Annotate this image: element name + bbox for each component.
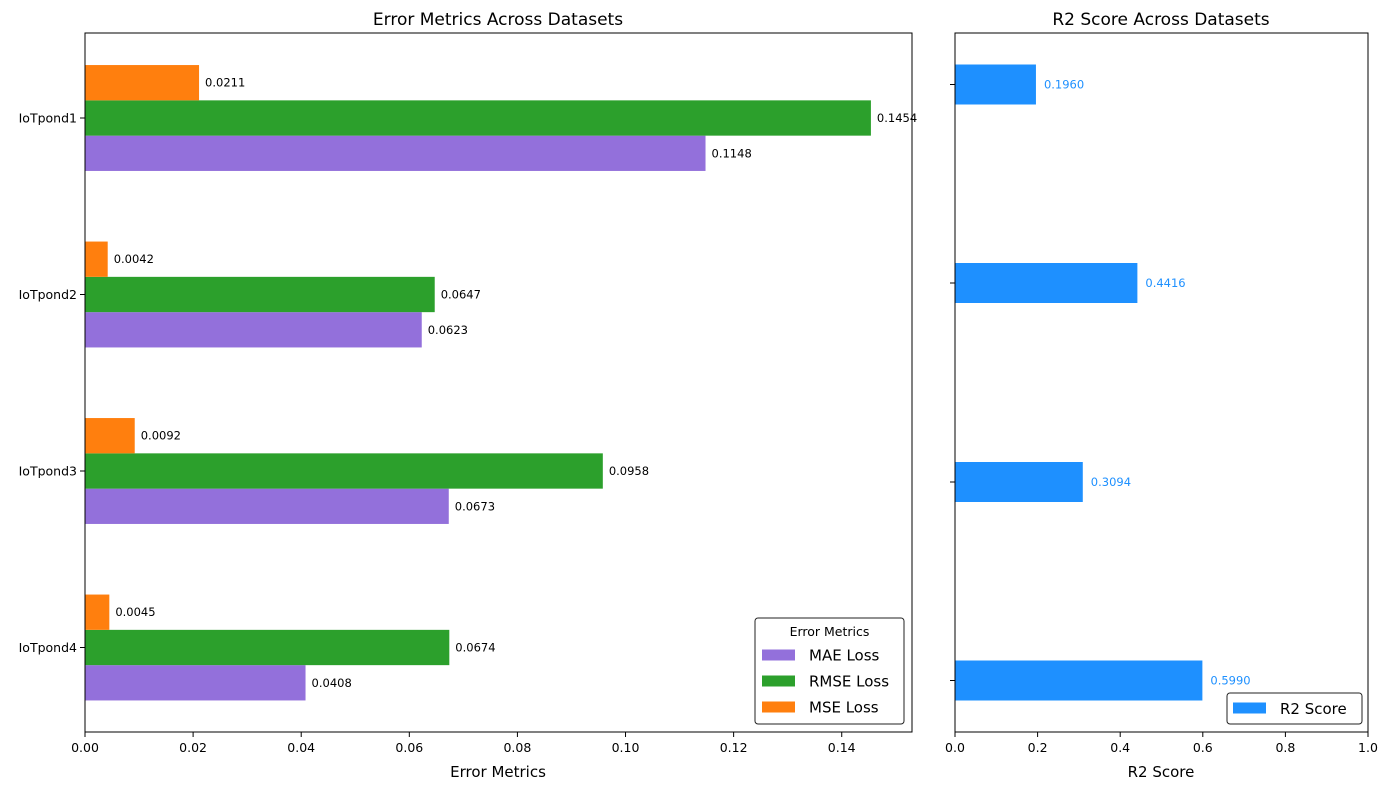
- bar-r2-score-iotpond4: [955, 660, 1203, 701]
- bar-mae-loss-iotpond2: [85, 312, 422, 348]
- bar-rmse-loss-iotpond4: [85, 629, 450, 666]
- legend-items: MAE Loss RMSE Loss MSE Loss: [762, 647, 889, 717]
- bar-mse-loss-iotpond2: [85, 241, 108, 277]
- error-metrics-data-labels: 0.1148 0.1454 0.0211 0.0623 0.0647 0.0042 0.06…: [114, 76, 917, 690]
- r2-score-x-axis-label: R2 Score: [1128, 763, 1195, 781]
- x-tick-label: 0.00: [71, 740, 99, 755]
- legend-label-rmse-loss: RMSE Loss: [809, 673, 889, 691]
- x-tick-label: 0.2: [1028, 740, 1048, 755]
- bar-rmse-loss-iotpond3: [85, 453, 603, 489]
- error-metrics-title: Error Metrics Across Datasets: [373, 10, 623, 30]
- data-label-mse-loss-iotpond1: 0.0211: [205, 76, 245, 90]
- data-label-mse-loss-iotpond2: 0.0042: [114, 252, 154, 266]
- bar-r2-score-iotpond2: [955, 263, 1138, 303]
- bar-mae-loss-iotpond1: [85, 135, 706, 171]
- r2-score-data-labels: 0.1960 0.4416 0.3094 0.5990: [1044, 78, 1251, 688]
- data-label-mse-loss-iotpond4: 0.0045: [115, 605, 155, 619]
- r2-score-bars: [955, 64, 1203, 701]
- data-label-rmse-loss-iotpond4: 0.0674: [455, 641, 495, 655]
- data-label-r2-score-iotpond1: 0.1960: [1044, 78, 1084, 92]
- error-metrics-x-axis-label: Error Metrics: [450, 763, 546, 781]
- legend-label-r2-score: R2 Score: [1280, 700, 1347, 718]
- data-label-mae-loss-iotpond3: 0.0673: [455, 499, 495, 513]
- data-label-mse-loss-iotpond3: 0.0092: [141, 429, 181, 443]
- bar-r2-score-iotpond1: [955, 64, 1036, 105]
- x-tick-label: 0.0: [945, 740, 965, 755]
- x-tick-label: 0.10: [612, 740, 640, 755]
- x-tick-label: 0.02: [179, 740, 207, 755]
- y-tick-label-iotpond4: IoTpond4: [19, 640, 77, 655]
- data-label-rmse-loss-iotpond3: 0.0958: [609, 464, 649, 478]
- legend-box: [754, 617, 905, 725]
- legend-swatch-rmse-loss: [762, 675, 795, 687]
- legend-label-mse-loss: MSE Loss: [809, 699, 879, 717]
- r2-score-y-ticks: [950, 84, 955, 681]
- y-tick-label-iotpond3: IoTpond3: [19, 464, 77, 479]
- legend-swatch-mae-loss: [762, 649, 795, 661]
- x-tick-label: 0.08: [503, 740, 531, 755]
- bar-mae-loss-iotpond4: [85, 665, 306, 701]
- error-metrics-bars: [85, 65, 871, 701]
- legend-label-mae-loss: MAE Loss: [809, 647, 880, 665]
- error-metrics-x-ticks: 0.00 0.02 0.04 0.06 0.08 0.10 0.12 0.14: [71, 732, 856, 755]
- x-tick-label: 0.06: [395, 740, 423, 755]
- r2-score-plot-frame: [954, 32, 1369, 733]
- r2-score-panel: R2 Score Across Datasets 0.1960 0.4416 0.3…: [945, 10, 1378, 781]
- data-label-rmse-loss-iotpond2: 0.0647: [441, 288, 481, 302]
- r2-score-legend: R2 Score: [1226, 692, 1363, 725]
- x-tick-label: 0.4: [1110, 740, 1130, 755]
- data-label-rmse-loss-iotpond1: 0.1454: [877, 111, 917, 125]
- r2-score-title: R2 Score Across Datasets: [1052, 10, 1269, 30]
- bar-r2-score-iotpond3: [955, 462, 1083, 502]
- x-tick-label: 0.12: [720, 740, 748, 755]
- data-label-mae-loss-iotpond4: 0.0408: [312, 676, 352, 690]
- data-label-r2-score-iotpond4: 0.5990: [1210, 674, 1250, 688]
- error-metrics-panel: Error Metrics Across Datasets 0.1148 0.14…: [19, 10, 918, 781]
- bar-mse-loss-iotpond4: [85, 594, 110, 630]
- legend-title: Error Metrics: [790, 624, 870, 639]
- legend-swatch-mse-loss: [762, 701, 795, 713]
- bar-rmse-loss-iotpond2: [85, 276, 435, 313]
- x-tick-label: 1.0: [1358, 740, 1378, 755]
- bar-mse-loss-iotpond3: [85, 418, 135, 454]
- data-label-mae-loss-iotpond2: 0.0623: [428, 323, 468, 337]
- data-label-r2-score-iotpond3: 0.3094: [1091, 475, 1131, 489]
- data-label-r2-score-iotpond2: 0.4416: [1145, 276, 1185, 290]
- bar-mse-loss-iotpond1: [85, 65, 200, 101]
- legend-items: R2 Score: [1233, 700, 1347, 718]
- error-metrics-plot-frame: [84, 32, 913, 733]
- y-tick-label-iotpond2: IoTpond2: [19, 287, 77, 302]
- legend-swatch-r2-score: [1233, 702, 1266, 714]
- x-tick-label: 0.6: [1193, 740, 1213, 755]
- legend-box: [1226, 692, 1363, 725]
- y-tick-label-iotpond1: IoTpond1: [19, 111, 77, 126]
- bar-rmse-loss-iotpond1: [85, 100, 871, 136]
- r2-score-x-ticks: 0.0 0.2 0.4 0.6 0.8 1.0: [945, 732, 1378, 755]
- data-label-mae-loss-iotpond1: 0.1148: [712, 146, 752, 160]
- bar-mae-loss-iotpond3: [85, 488, 449, 524]
- error-metrics-y-ticks: IoTpond1 IoTpond2 IoTpond3 IoTpond4: [19, 111, 85, 655]
- x-tick-label: 0.04: [287, 740, 315, 755]
- x-tick-label: 0.8: [1275, 740, 1295, 755]
- error-metrics-legend: Error Metrics MAE Loss RMSE Loss MSE Loss: [754, 617, 905, 725]
- x-tick-label: 0.14: [828, 740, 856, 755]
